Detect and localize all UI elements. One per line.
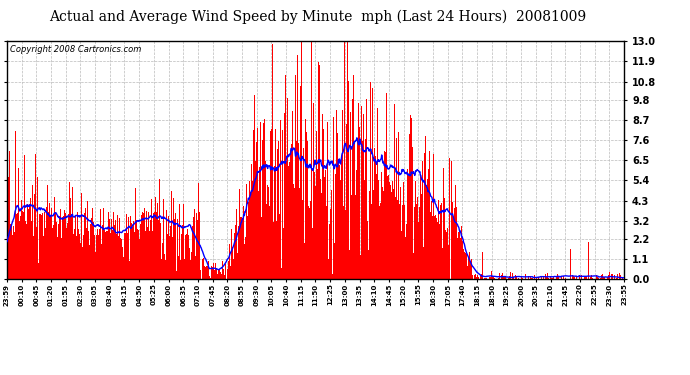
Text: Actual and Average Wind Speed by Minute  mph (Last 24 Hours)  20081009: Actual and Average Wind Speed by Minute … (49, 9, 586, 24)
Text: Copyright 2008 Cartronics.com: Copyright 2008 Cartronics.com (10, 45, 141, 54)
